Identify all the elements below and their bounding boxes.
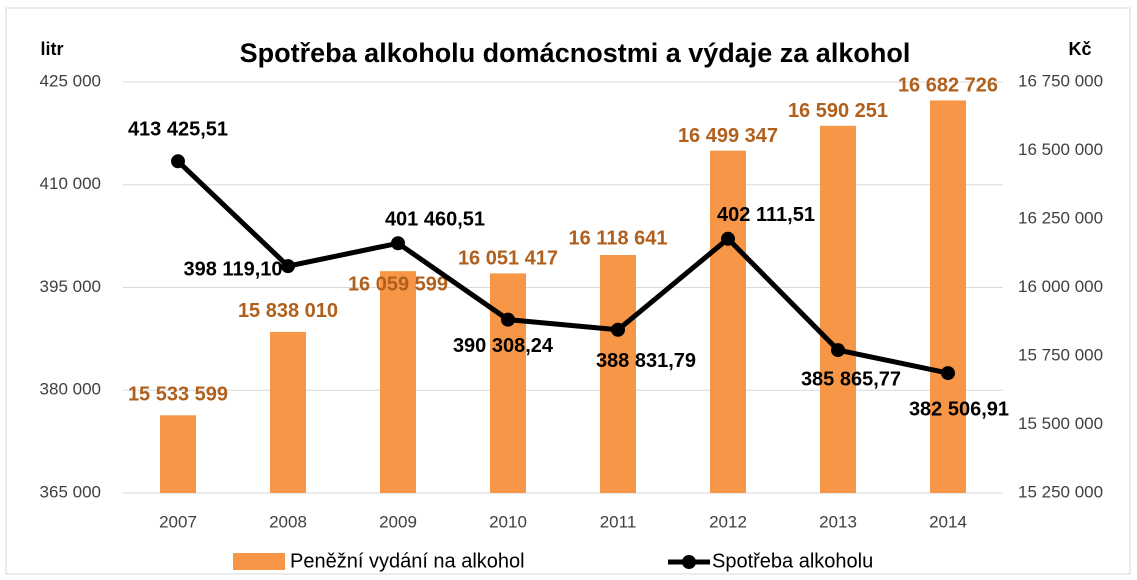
y2-tick-label: 15 750 000 bbox=[1018, 345, 1103, 364]
line-value-label: 413 425,51 bbox=[128, 119, 228, 141]
bar bbox=[380, 271, 416, 493]
line-point bbox=[941, 366, 955, 381]
bar bbox=[710, 150, 746, 493]
y-axis-label: litr bbox=[40, 39, 63, 59]
bar-value-label: 16 118 641 bbox=[569, 227, 668, 249]
line-value-label: 401 460,51 bbox=[385, 209, 485, 231]
x-tick-label: 2011 bbox=[600, 512, 637, 531]
y2-tick-label: 16 250 000 bbox=[1018, 208, 1103, 227]
legend-swatch bbox=[233, 553, 285, 570]
line-value-label: 402 111,51 bbox=[717, 204, 815, 226]
bar-value-label: 16 682 726 bbox=[898, 75, 998, 97]
bar bbox=[930, 100, 966, 493]
x-tick-label: 2008 bbox=[269, 512, 307, 531]
bar bbox=[160, 415, 196, 493]
y-tick-label: 395 000 bbox=[40, 277, 101, 296]
bar-value-label: 15 838 010 bbox=[238, 300, 338, 322]
line-value-label: 390 308,24 bbox=[453, 335, 554, 357]
x-tick-label: 2007 bbox=[159, 512, 197, 531]
line-value-label: 398 119,10 bbox=[184, 258, 283, 280]
bar-value-label: 16 051 417 bbox=[458, 248, 558, 270]
y-tick-label: 425 000 bbox=[40, 71, 101, 90]
x-tick-label: 2014 bbox=[929, 512, 967, 531]
y2-axis-label: Kč bbox=[1068, 39, 1091, 59]
y2-tick-label: 16 500 000 bbox=[1018, 140, 1103, 159]
y2-tick-label: 15 250 000 bbox=[1018, 482, 1103, 501]
legend-swatch bbox=[682, 555, 696, 569]
line-point bbox=[391, 236, 405, 251]
y2-tick-label: 16 750 000 bbox=[1018, 71, 1103, 90]
line-point bbox=[171, 154, 185, 169]
y2-tick-label: 15 500 000 bbox=[1018, 414, 1103, 433]
line-point bbox=[831, 343, 845, 358]
bar bbox=[600, 254, 636, 493]
line bbox=[176, 159, 949, 376]
legend-label: Spotřeba alkoholu bbox=[712, 550, 873, 572]
y-tick-label: 365 000 bbox=[40, 482, 101, 501]
x-tick-label: 2009 bbox=[379, 512, 417, 531]
x-tick-label: 2013 bbox=[819, 512, 857, 531]
line-point bbox=[611, 322, 625, 337]
line-point bbox=[281, 259, 295, 274]
bar bbox=[490, 273, 526, 493]
bar bbox=[820, 125, 856, 493]
line-value-label: 382 506,91 bbox=[909, 398, 1009, 420]
line-value-label: 388 831,79 bbox=[596, 350, 696, 372]
y2-tick-label: 16 000 000 bbox=[1018, 277, 1103, 296]
bar-value-label: 16 499 347 bbox=[678, 125, 778, 147]
x-tick-label: 2010 bbox=[489, 512, 527, 531]
line-point bbox=[501, 312, 515, 327]
line-point bbox=[721, 231, 735, 246]
y-tick-label: 380 000 bbox=[40, 380, 101, 399]
bar-value-label: 16 059 599 bbox=[348, 273, 448, 295]
bar-value-label: 16 590 251 bbox=[788, 100, 888, 122]
x-tick-label: 2012 bbox=[709, 512, 747, 531]
y-tick-label: 410 000 bbox=[40, 174, 101, 193]
bar-value-label: 15 533 599 bbox=[128, 384, 228, 406]
line-value-label: 385 865,77 bbox=[801, 368, 901, 390]
legend-label: Peněžní vydání na alkohol bbox=[290, 550, 525, 572]
bar bbox=[270, 331, 306, 493]
chart-title: Spotřeba alkoholu domácnostmi a výdaje z… bbox=[240, 38, 911, 68]
